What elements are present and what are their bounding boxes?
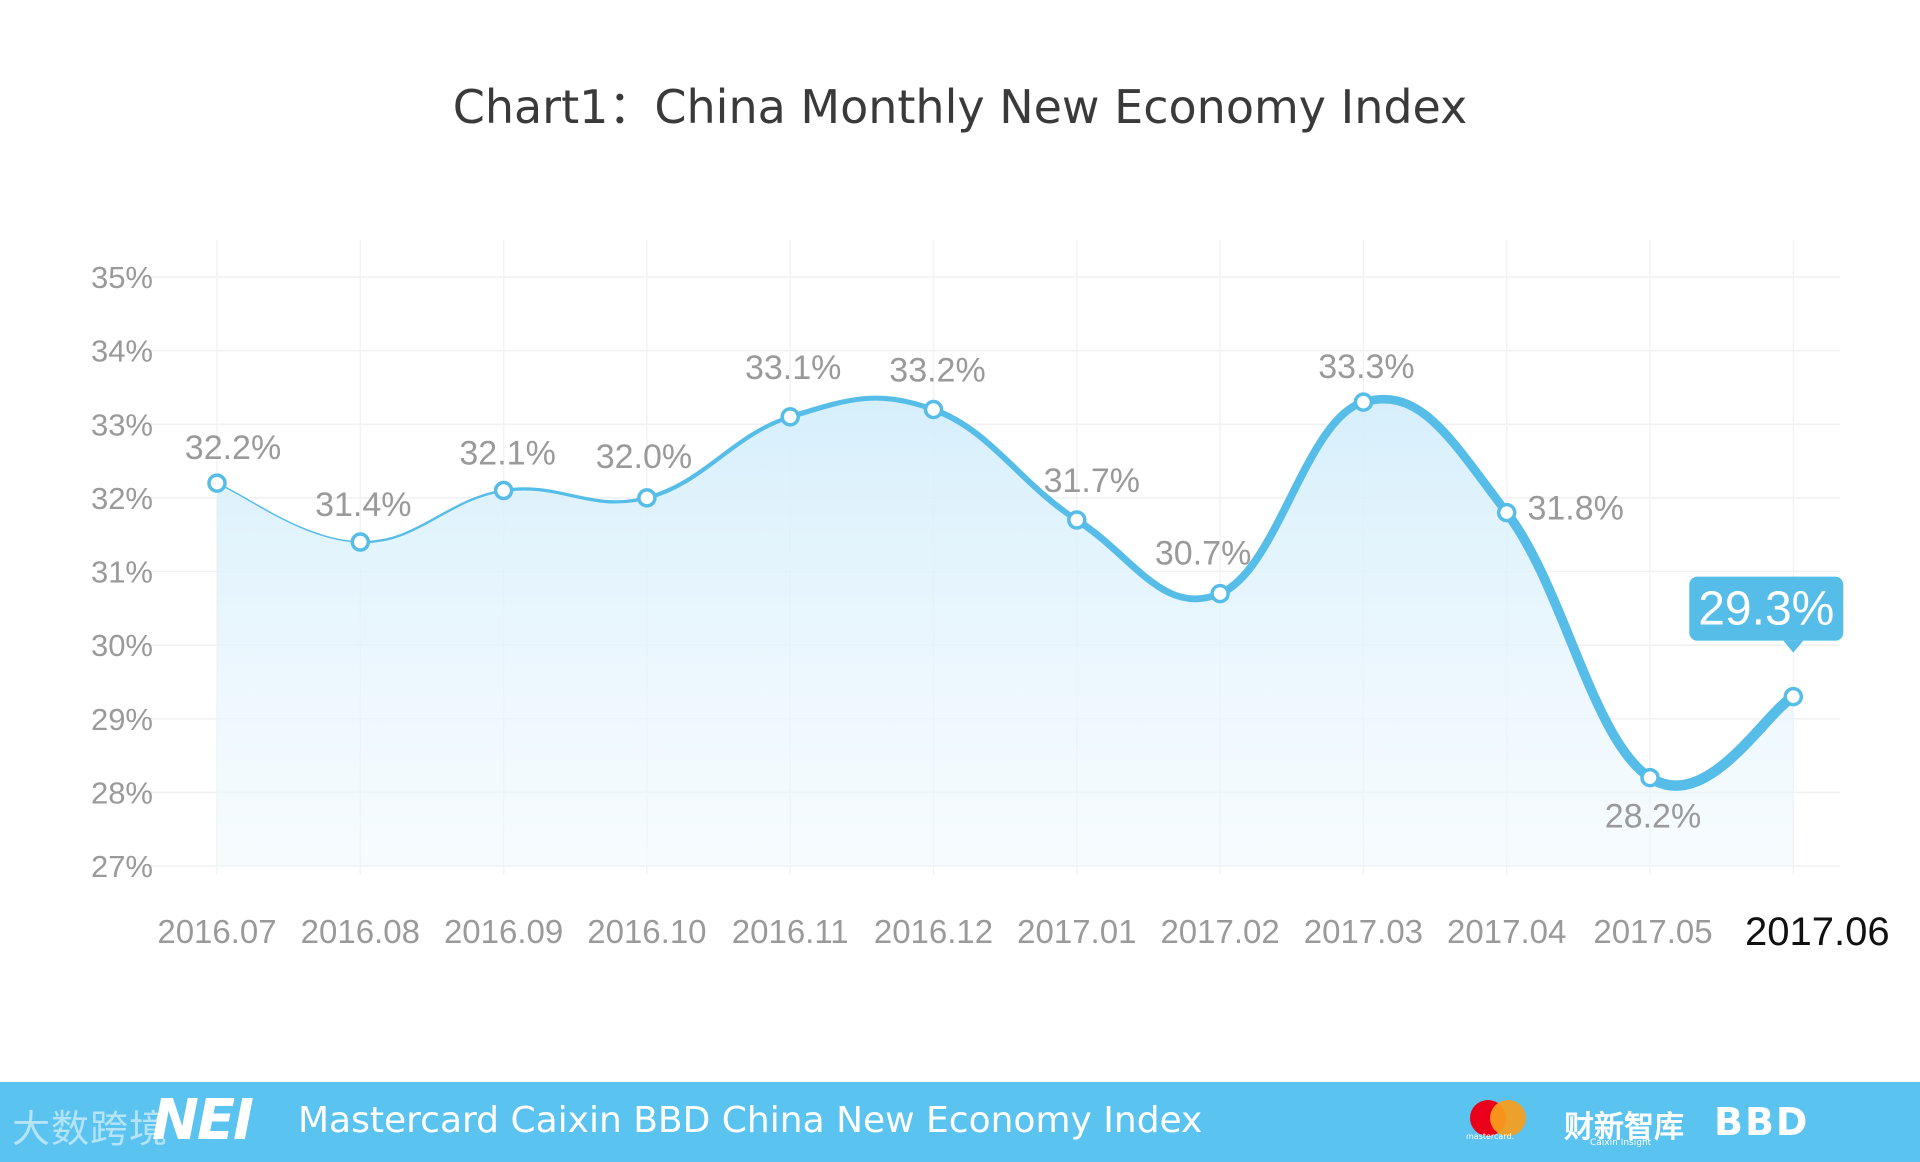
mastercard-logo: [1470, 1100, 1526, 1136]
data-point: [350, 532, 371, 552]
y-tick-label: 35%: [91, 260, 153, 295]
y-tick-label: 33%: [91, 407, 153, 442]
series-line-segment: [216, 482, 362, 543]
watermark: 大数跨境: [12, 1107, 169, 1151]
data-point: [780, 407, 800, 427]
data-point: [1783, 686, 1804, 707]
data-labels: 32.2% 31.4% 32.1% 32.0% 33.1% 33.2% 31.7% 30.7%…: [185, 348, 1701, 835]
data-label: 33.2%: [889, 352, 985, 390]
chart-title: Chart1：China Monthly New Economy Index: [453, 80, 1468, 134]
footer-bar: 大数跨境 NEI Mastercard Caixin BBD China New…: [0, 1082, 1920, 1162]
nei-logo: NEI: [152, 1088, 254, 1153]
callout-label: 29.3%: [1698, 583, 1834, 636]
latest-value-callout: 29.3%: [1689, 576, 1844, 653]
data-label: 33.3%: [1318, 348, 1414, 386]
x-tick-label: 2017.03: [1304, 913, 1423, 950]
series-line-segment: [1073, 516, 1224, 603]
y-tick-label: 28%: [91, 775, 153, 810]
series-line-segment: [1644, 691, 1799, 791]
x-tick-label: 2017.06: [1745, 910, 1890, 954]
data-point: [1353, 392, 1374, 412]
data-label: 31.7%: [1044, 462, 1140, 500]
chart: Chart1：China Monthly New Economy Index 2…: [91, 80, 1890, 954]
data-point: [1067, 510, 1087, 530]
footer-title: Mastercard Caixin BBD China New Economy …: [298, 1100, 1203, 1141]
series-line-segment: [501, 487, 649, 504]
series-line-segment: [787, 395, 937, 420]
series-line-segment: [1359, 394, 1512, 517]
x-axis-ticks: 2016.07 2016.08 2016.09 2016.10 2016.11 2016.…: [157, 910, 1889, 954]
series-line-segment: [359, 489, 505, 544]
x-tick-label: 2016.07: [157, 913, 276, 950]
x-tick-label: 2016.08: [301, 913, 420, 950]
y-tick-label: 30%: [91, 628, 153, 663]
data-label: 32.2%: [185, 429, 281, 467]
bbd-logo: BBD: [1714, 1100, 1810, 1144]
data-point: [1210, 583, 1230, 604]
x-tick-label: 2017.04: [1447, 913, 1566, 950]
x-tick-label: 2017.05: [1593, 913, 1712, 950]
data-label: 31.4%: [315, 486, 411, 524]
data-label: 28.2%: [1605, 798, 1701, 836]
x-tick-label: 2016.11: [732, 913, 849, 950]
data-point: [637, 488, 657, 508]
y-tick-label: 31%: [91, 555, 153, 590]
data-point: [207, 473, 227, 493]
data-label: 31.8%: [1527, 490, 1623, 528]
data-point: [923, 399, 944, 420]
x-tick-label: 2017.02: [1160, 913, 1279, 950]
x-tick-label: 2016.12: [874, 913, 993, 950]
callout-box: [1689, 576, 1844, 641]
x-tick-label: 2017.01: [1017, 913, 1136, 950]
caixin-logo: 财新智库: [1564, 1110, 1684, 1145]
area-fill: [217, 398, 1794, 866]
data-label: 32.1%: [459, 435, 555, 473]
mastercard-caption: mastercard.: [1466, 1132, 1515, 1141]
y-tick-label: 27%: [91, 849, 153, 884]
caixin-subtitle: Caixin Insight: [1590, 1138, 1652, 1148]
data-label: 30.7%: [1155, 535, 1251, 573]
y-tick-label: 29%: [91, 702, 153, 737]
x-tick-label: 2016.10: [587, 913, 706, 950]
data-label: 32.0%: [596, 438, 692, 476]
y-tick-label: 34%: [91, 334, 153, 369]
series-line: [216, 394, 1799, 791]
series-line-segment: [930, 406, 1080, 523]
callout-pointer: [1783, 640, 1804, 653]
y-axis-ticks: 27% 28% 29% 30% 31% 32% 33% 34% 35%: [91, 260, 153, 884]
data-point: [493, 480, 514, 501]
series-line-segment: [1216, 398, 1368, 598]
series-line-segment: [1501, 507, 1655, 783]
x-tick-label: 2016.09: [444, 913, 563, 950]
data-points: [207, 392, 1804, 788]
y-tick-label: 32%: [91, 481, 153, 516]
data-point: [1496, 502, 1517, 523]
data-label: 33.1%: [745, 349, 841, 387]
data-point: [1640, 767, 1660, 788]
series-line-segment: [644, 414, 793, 500]
